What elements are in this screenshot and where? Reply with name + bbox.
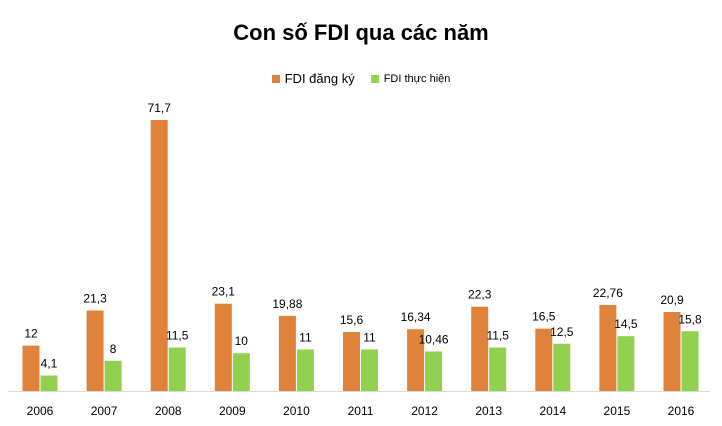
- x-tick-2015: 2015: [604, 404, 631, 418]
- bar-disbursed-2014: [553, 343, 571, 391]
- legend-label-disbursed: FDI thực hiện: [383, 72, 451, 85]
- x-tick-2007: 2007: [91, 404, 118, 418]
- bar-registered-2009: [214, 303, 232, 391]
- legend-label-registered: FDI đăng ký: [284, 71, 355, 86]
- bar-disbursed-2009: [232, 353, 250, 391]
- data-label-disbursed-2016: 15,8: [678, 312, 702, 326]
- data-label-registered-2009: 23,1: [212, 285, 236, 299]
- data-label-registered-2006: 12: [24, 327, 38, 341]
- x-tick-2010: 2010: [283, 404, 310, 418]
- bar-disbursed-2015: [617, 336, 635, 391]
- data-label-disbursed-2011: 11: [363, 330, 376, 344]
- data-label-disbursed-2012: 10,46: [419, 332, 449, 346]
- bar-disbursed-2008: [168, 347, 186, 391]
- data-label-disbursed-2015: 14,5: [614, 317, 638, 331]
- data-label-disbursed-2009: 10: [235, 334, 249, 348]
- x-tick-2008: 2008: [155, 404, 182, 418]
- bar-disbursed-2011: [361, 349, 378, 391]
- legend-item-disbursed: FDI thực hiện: [370, 72, 451, 85]
- data-label-disbursed-2008: 11,5: [166, 329, 189, 343]
- legend-swatch-disbursed: [370, 74, 379, 83]
- data-label-registered-2012: 16,34: [401, 310, 431, 324]
- x-tick-2013: 2013: [475, 404, 502, 418]
- bar-disbursed-2012: [425, 351, 443, 391]
- data-label-registered-2007: 21,3: [83, 291, 107, 305]
- data-label-disbursed-2010: 11: [299, 330, 312, 344]
- x-tick-2014: 2014: [539, 404, 566, 418]
- data-label-registered-2011: 15,6: [340, 313, 364, 327]
- bar-registered-2010: [278, 315, 296, 391]
- bar-registered-2008: [150, 120, 168, 391]
- data-label-disbursed-2014: 12,5: [550, 325, 574, 339]
- x-tick-2011: 2011: [348, 404, 374, 418]
- x-tick-2012: 2012: [411, 404, 438, 418]
- bar-registered-2007: [86, 310, 104, 391]
- data-label-registered-2013: 22,3: [468, 288, 492, 302]
- bar-disbursed-2006: [40, 375, 58, 391]
- x-tick-2016: 2016: [668, 404, 695, 418]
- bar-registered-2012: [407, 329, 425, 391]
- chart-title: Con số FDI qua các năm: [233, 20, 489, 45]
- legend-item-registered: FDI đăng ký: [271, 71, 355, 86]
- bar-registered-2006: [22, 345, 40, 391]
- x-tick-2009: 2009: [219, 404, 246, 418]
- legend: FDI đăng ký FDI thực hiện: [0, 71, 722, 86]
- bar-registered-2011: [343, 332, 360, 391]
- data-label-registered-2008: 71,7: [148, 101, 172, 115]
- data-label-registered-2010: 19,88: [272, 297, 302, 311]
- bar-registered-2016: [663, 312, 681, 391]
- bar-disbursed-2016: [681, 331, 699, 391]
- bar-registered-2013: [471, 306, 489, 391]
- bar-registered-2014: [535, 328, 553, 391]
- bar-disbursed-2007: [104, 360, 122, 391]
- bar-registered-2015: [599, 304, 617, 391]
- data-label-registered-2015: 22,76: [593, 286, 623, 300]
- data-label-disbursed-2007: 8: [110, 342, 117, 356]
- bar-disbursed-2010: [296, 349, 314, 391]
- data-label-disbursed-2006: 4,1: [41, 357, 58, 371]
- data-label-registered-2016: 20,9: [660, 293, 684, 307]
- bar-disbursed-2013: [489, 347, 507, 391]
- data-label-disbursed-2013: 11,5: [486, 329, 509, 343]
- legend-swatch-registered: [271, 74, 280, 83]
- x-tick-2006: 2006: [27, 404, 54, 418]
- data-label-registered-2014: 16,5: [532, 310, 556, 324]
